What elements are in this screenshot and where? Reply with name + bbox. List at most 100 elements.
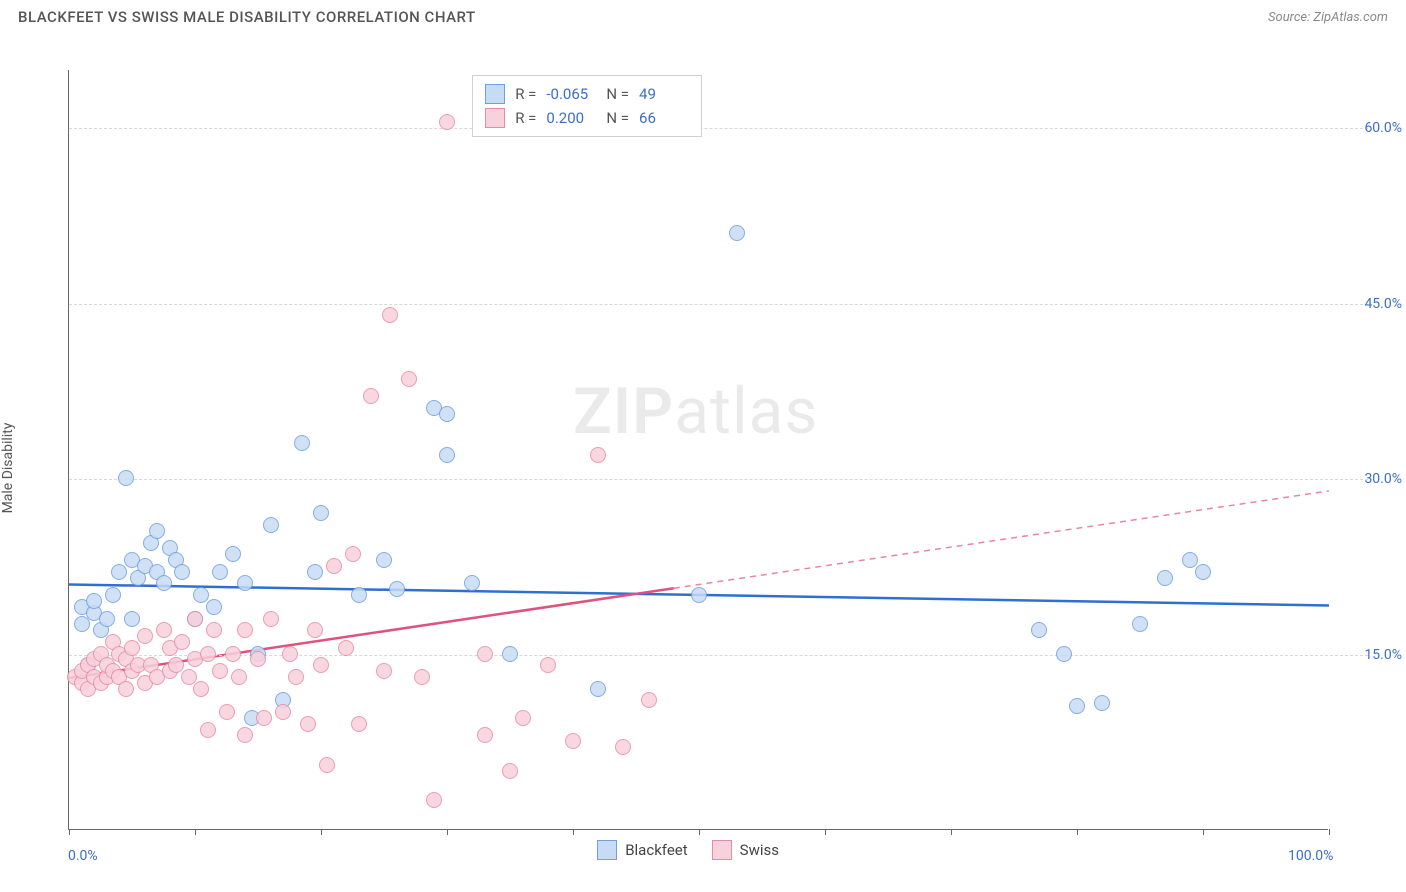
data-point — [275, 704, 291, 720]
data-point — [389, 581, 405, 597]
data-point — [401, 371, 417, 387]
x-tick — [699, 829, 700, 835]
data-point — [212, 663, 228, 679]
data-point — [540, 657, 556, 673]
data-point — [250, 651, 266, 667]
data-point — [1195, 564, 1211, 580]
data-point — [641, 692, 657, 708]
data-point — [477, 727, 493, 743]
source-attribution: Source: ZipAtlas.com — [1268, 10, 1388, 25]
data-point — [263, 611, 279, 627]
data-point — [319, 757, 335, 773]
data-point — [313, 505, 329, 521]
legend-n-label: N = — [606, 109, 629, 127]
y-tick-label: 45.0% — [1342, 296, 1402, 312]
data-point — [124, 611, 140, 627]
data-point — [307, 564, 323, 580]
data-point — [174, 564, 190, 580]
data-point — [1056, 646, 1072, 662]
y-tick-label: 15.0% — [1342, 647, 1402, 663]
y-tick-label: 60.0% — [1342, 120, 1402, 136]
legend-r-value: 0.200 — [546, 109, 596, 127]
legend-r-value: -0.065 — [546, 85, 596, 103]
data-point — [1031, 622, 1047, 638]
x-tick — [321, 829, 322, 835]
gridline — [69, 304, 1368, 305]
data-point — [212, 564, 228, 580]
x-tick — [1077, 829, 1078, 835]
data-point — [615, 739, 631, 755]
legend-n-label: N = — [606, 85, 629, 103]
data-point — [174, 634, 190, 650]
data-point — [74, 616, 90, 632]
data-point — [729, 225, 745, 241]
data-point — [345, 546, 361, 562]
data-point — [137, 628, 153, 644]
data-point — [565, 733, 581, 749]
data-point — [300, 716, 316, 732]
series-legend: BlackfeetSwiss — [597, 840, 779, 860]
data-point — [439, 447, 455, 463]
data-point — [156, 622, 172, 638]
legend-series-name: Swiss — [740, 841, 779, 859]
data-point — [351, 587, 367, 603]
data-point — [590, 681, 606, 697]
data-point — [193, 681, 209, 697]
data-point — [691, 587, 707, 603]
data-point — [351, 716, 367, 732]
data-point — [376, 663, 392, 679]
data-point — [414, 669, 430, 685]
data-point — [326, 558, 342, 574]
chart-area: Male Disability ZIPatlas R =-0.065N =49R… — [18, 30, 1388, 890]
data-point — [225, 646, 241, 662]
data-point — [502, 646, 518, 662]
data-point — [206, 599, 222, 615]
legend-row: R =-0.065N =49 — [485, 82, 689, 106]
x-tick — [1203, 829, 1204, 835]
gridline — [69, 128, 1368, 129]
legend-swatch — [712, 840, 732, 860]
data-point — [111, 564, 127, 580]
data-point — [263, 517, 279, 533]
data-point — [1157, 570, 1173, 586]
data-point — [149, 523, 165, 539]
x-tick — [69, 829, 70, 835]
data-point — [200, 646, 216, 662]
data-point — [118, 470, 134, 486]
correlation-legend: R = -0.065 N = 49 R = 0.200 N = 66 — [472, 75, 702, 137]
y-tick-label: 30.0% — [1342, 471, 1402, 487]
data-point — [105, 587, 121, 603]
data-point — [282, 646, 298, 662]
data-point — [187, 611, 203, 627]
data-point — [1094, 695, 1110, 711]
legend-n-value: 66 — [639, 109, 689, 127]
data-point — [288, 669, 304, 685]
x-axis-end-label: 100.0% — [1288, 848, 1333, 864]
data-point — [86, 593, 102, 609]
data-point — [219, 704, 235, 720]
data-point — [590, 447, 606, 463]
plot-area: ZIPatlas R =-0.065N =49R =0.200N =66 15.… — [68, 70, 1328, 830]
gridline — [69, 479, 1368, 480]
data-point — [206, 622, 222, 638]
data-point — [313, 657, 329, 673]
legend-swatch — [597, 840, 617, 860]
data-point — [118, 681, 134, 697]
data-point — [231, 669, 247, 685]
data-point — [124, 640, 140, 656]
data-point — [200, 722, 216, 738]
legend-row: R = 0.200 N = 66 — [485, 106, 689, 130]
legend-n-value: 49 — [639, 85, 689, 103]
data-point — [237, 727, 253, 743]
legend-item: Swiss — [712, 840, 779, 860]
data-point — [1069, 698, 1085, 714]
data-point — [294, 435, 310, 451]
data-point — [439, 114, 455, 130]
x-tick — [573, 829, 574, 835]
data-point — [99, 611, 115, 627]
x-tick — [447, 829, 448, 835]
data-point — [477, 646, 493, 662]
legend-r-label: R = — [515, 109, 536, 127]
data-point — [382, 307, 398, 323]
x-axis-start-label: 0.0% — [68, 848, 98, 864]
